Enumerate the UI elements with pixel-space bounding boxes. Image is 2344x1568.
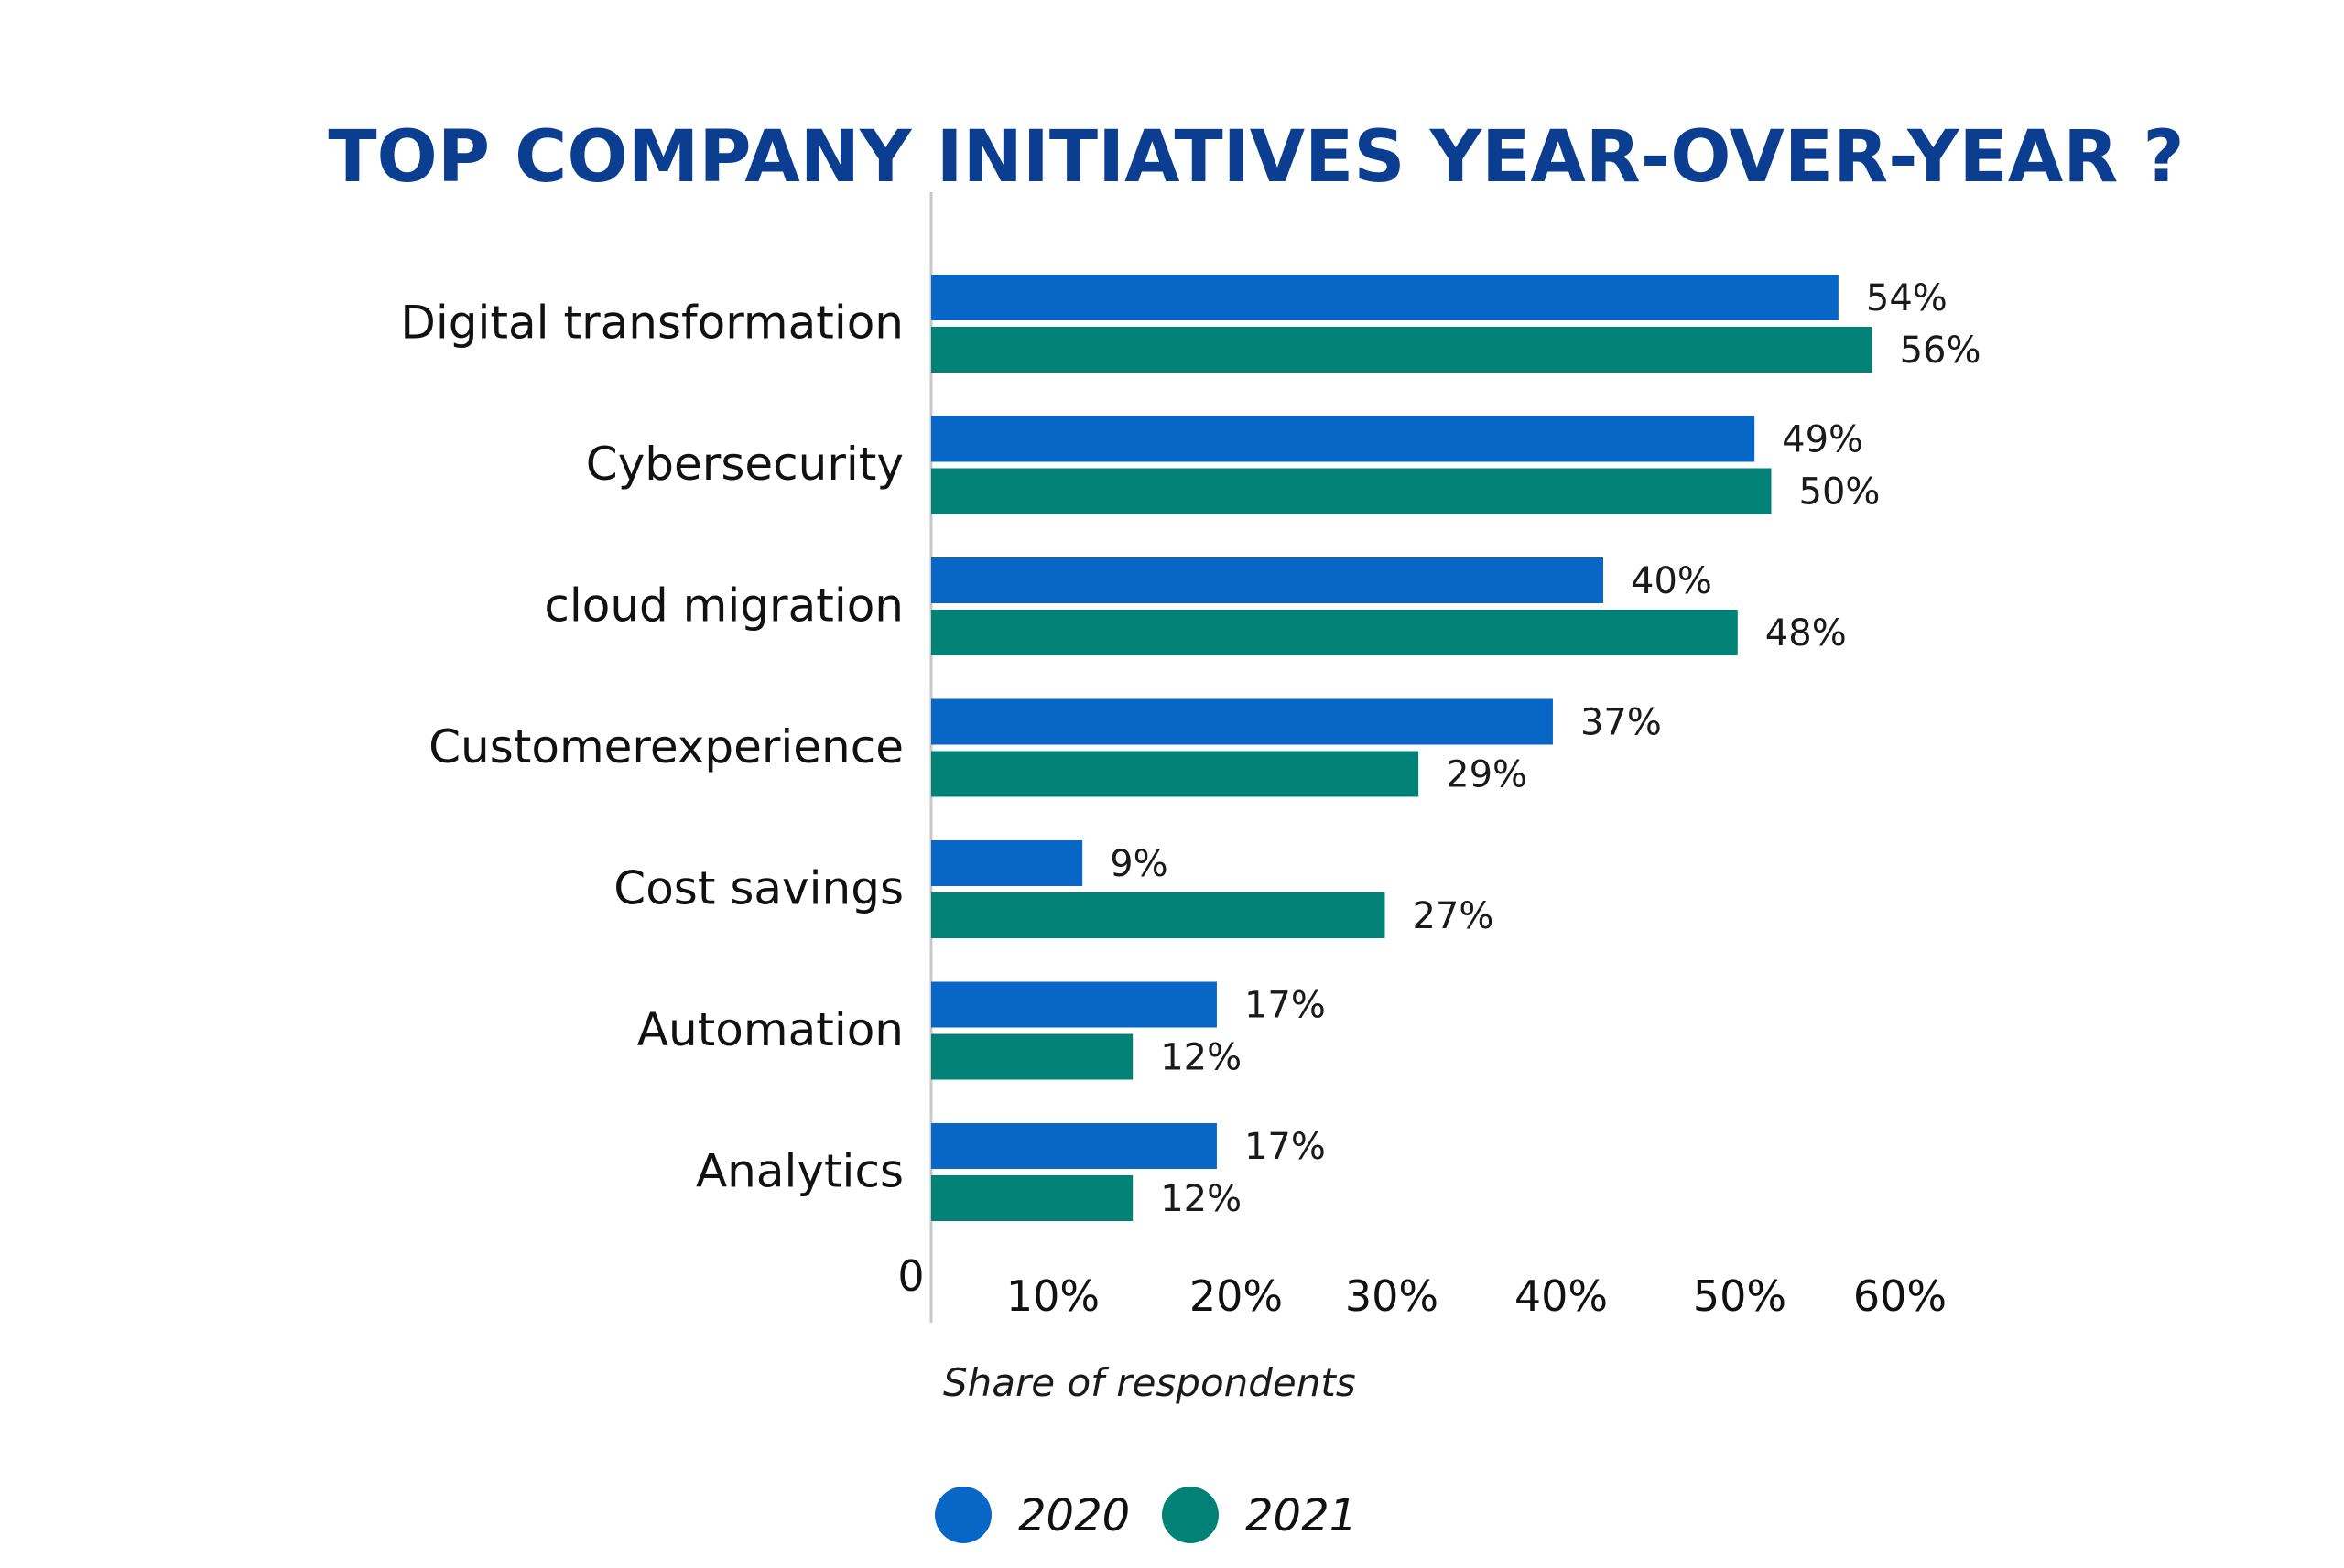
category-label-cost-savings: Cost savings — [613, 862, 904, 915]
value-label-automation-2021: 12% — [1160, 1037, 1242, 1079]
value-label-customerexperience-2020: 37% — [1580, 702, 1662, 744]
x-tick-label-20: 20% — [1189, 1271, 1283, 1321]
category-label-automation: Automation — [637, 1003, 904, 1056]
value-label-automation-2020: 17% — [1244, 985, 1326, 1027]
category-label-cybersecurity: Cybersecurity — [586, 438, 904, 491]
x-tick-label-50: 50% — [1693, 1271, 1786, 1321]
bar-automation-2021 — [931, 1033, 1134, 1080]
bar-analytics-2020 — [931, 1123, 1217, 1169]
category-label-analytics: Analytics — [696, 1145, 904, 1198]
x-tick-label-40: 40% — [1514, 1271, 1608, 1321]
bar-cloud-migration-2021 — [931, 610, 1738, 655]
x-tick-label-30: 30% — [1345, 1271, 1438, 1321]
legend: 2020 2021 — [935, 1487, 1357, 1543]
chart-title: TOP COMPANY INITIATIVES YEAR-OVER-YEAR ? — [328, 116, 2184, 199]
x-tick-label-0: 0 — [897, 1251, 924, 1301]
x-axis-title: Share of respondents — [943, 1360, 1356, 1405]
category-label-cloud-migration: cloud migration — [544, 579, 904, 633]
value-label-digital-transformation-2020: 54% — [1866, 277, 1948, 319]
value-label-cybersecurity-2020: 49% — [1782, 419, 1863, 461]
value-label-analytics-2021: 12% — [1160, 1178, 1242, 1220]
x-tick-label-60: 60% — [1853, 1271, 1947, 1321]
value-labels: 54%56%49%50%40%48%37%29%9%27%17%12%17%12… — [1110, 277, 1980, 1220]
bar-digital-transformation-2021 — [931, 327, 1872, 373]
bar-cloud-migration-2020 — [931, 557, 1603, 603]
bars — [931, 275, 1872, 1221]
value-label-cybersecurity-2021: 50% — [1799, 471, 1881, 514]
bar-cybersecurity-2021 — [931, 468, 1772, 514]
legend-marker-2021 — [1162, 1487, 1219, 1543]
legend-marker-2020 — [935, 1487, 992, 1543]
category-label-customerexperience: Customerexperience — [429, 720, 904, 773]
value-label-digital-transformation-2021: 56% — [1900, 330, 1981, 372]
bar-customerexperience-2020 — [931, 698, 1553, 745]
value-label-cost-savings-2021: 27% — [1412, 895, 1493, 937]
bar-cybersecurity-2020 — [931, 416, 1755, 462]
legend-label-2021: 2021 — [1245, 1490, 1357, 1541]
x-axis-ticks: 0 10% 20% 30% 40% 50% 60% — [897, 1251, 1947, 1321]
bar-customerexperience-2021 — [931, 751, 1419, 797]
bar-automation-2020 — [931, 981, 1217, 1028]
bar-cost-savings-2021 — [931, 892, 1385, 938]
x-tick-label-10: 10% — [1006, 1271, 1100, 1321]
value-label-analytics-2020: 17% — [1244, 1126, 1326, 1168]
bar-digital-transformation-2020 — [931, 275, 1839, 320]
value-label-cloud-migration-2020: 40% — [1631, 560, 1712, 602]
bar-cost-savings-2020 — [931, 840, 1083, 886]
legend-label-2020: 2020 — [1018, 1490, 1130, 1541]
bar-analytics-2021 — [931, 1175, 1134, 1221]
value-label-cost-savings-2020: 9% — [1110, 843, 1167, 885]
category-label-digital-transformation: Digital transformation — [400, 297, 904, 350]
value-label-cloud-migration-2021: 48% — [1765, 612, 1847, 654]
category-labels: Digital transformation Cybersecurity cloud… — [400, 297, 904, 1198]
value-label-customerexperience-2021: 29% — [1446, 754, 1527, 796]
